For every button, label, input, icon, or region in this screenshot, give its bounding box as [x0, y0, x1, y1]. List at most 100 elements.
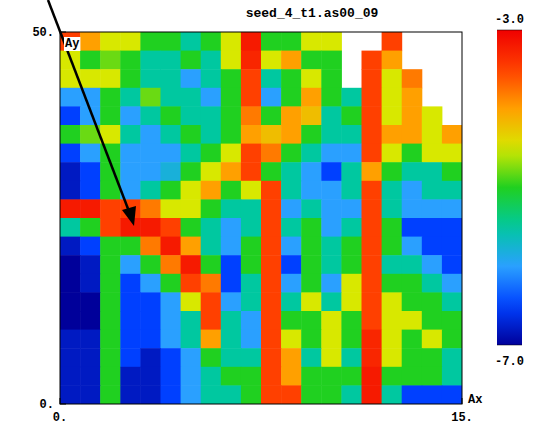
cell: [80, 218, 101, 237]
cell: [321, 330, 342, 349]
cell: [341, 274, 362, 293]
cell: [221, 106, 242, 125]
cell: [181, 385, 202, 404]
cell: [281, 69, 302, 88]
cell: [181, 88, 202, 107]
cell: [281, 237, 302, 256]
cell: [201, 162, 222, 181]
cell: [221, 69, 242, 88]
cell: [261, 255, 282, 274]
cell: [281, 32, 302, 51]
cell: [402, 348, 423, 367]
cell: [80, 330, 101, 349]
cell: [221, 274, 242, 293]
cell: [261, 237, 282, 256]
cell: [120, 125, 141, 144]
cell: [80, 385, 101, 404]
cell: [281, 348, 302, 367]
cell: [362, 144, 383, 163]
cell: [201, 385, 222, 404]
cell: [140, 51, 161, 70]
cell: [181, 51, 202, 70]
cell: [120, 311, 141, 330]
cell: [221, 330, 242, 349]
cell: [442, 292, 462, 311]
cell: [321, 69, 342, 88]
cell: [60, 218, 81, 237]
y-tick: [60, 404, 66, 405]
cell: [181, 125, 202, 144]
cell: [181, 237, 202, 256]
cell: [321, 218, 342, 237]
cell: [341, 162, 362, 181]
cell: [60, 144, 81, 163]
cell: [341, 125, 362, 144]
cell: [362, 88, 383, 107]
cell: [281, 88, 302, 107]
cell: [422, 348, 443, 367]
cell: [120, 106, 141, 125]
cell: [201, 32, 222, 51]
cell: [261, 32, 282, 51]
cell: [261, 181, 282, 200]
cell: [201, 367, 222, 386]
cell: [422, 125, 443, 144]
cell: [281, 51, 302, 70]
cell: [60, 385, 81, 404]
cell: [382, 218, 403, 237]
cell: [362, 181, 383, 200]
cell: [80, 144, 101, 163]
cell: [120, 330, 141, 349]
cell: [382, 292, 403, 311]
cell: [241, 292, 262, 311]
cell: [60, 162, 81, 181]
cell: [181, 348, 202, 367]
cell: [321, 144, 342, 163]
cell: [181, 311, 202, 330]
cell: [301, 348, 322, 367]
cell: [60, 106, 81, 125]
cell: [100, 330, 121, 349]
cell: [241, 385, 262, 404]
cell: [341, 181, 362, 200]
cell: [120, 69, 141, 88]
cell: [261, 218, 282, 237]
cell: [80, 274, 101, 293]
cell: [281, 218, 302, 237]
cell: [442, 367, 462, 386]
cell: [442, 162, 462, 181]
cell: [80, 292, 101, 311]
cell: [161, 69, 182, 88]
cell: [321, 32, 342, 51]
cell: [241, 199, 262, 218]
cell: [301, 274, 322, 293]
cell: [281, 199, 302, 218]
cell: [181, 144, 202, 163]
cell: [261, 69, 282, 88]
cell: [422, 237, 443, 256]
cell: [281, 385, 302, 404]
cell: [402, 367, 423, 386]
cell: [100, 106, 121, 125]
cell: [382, 162, 403, 181]
x-tick: [462, 398, 463, 404]
cell: [382, 51, 403, 70]
cell: [281, 311, 302, 330]
colorbar-tick-label: -3.0: [495, 13, 524, 27]
cell: [281, 292, 302, 311]
cell: [80, 181, 101, 200]
cell: [382, 330, 403, 349]
cell: [201, 274, 222, 293]
cell: [321, 255, 342, 274]
x-tick-label: 0.: [53, 411, 67, 425]
cell: [261, 367, 282, 386]
label-patch: [64, 37, 80, 51]
cell: [140, 385, 161, 404]
cell: [301, 51, 322, 70]
cell: [301, 32, 322, 51]
cell: [60, 255, 81, 274]
cell: [422, 106, 443, 125]
cell: [301, 218, 322, 237]
cell: [442, 237, 462, 256]
title: seed_4_t1.as00_09: [246, 6, 379, 21]
